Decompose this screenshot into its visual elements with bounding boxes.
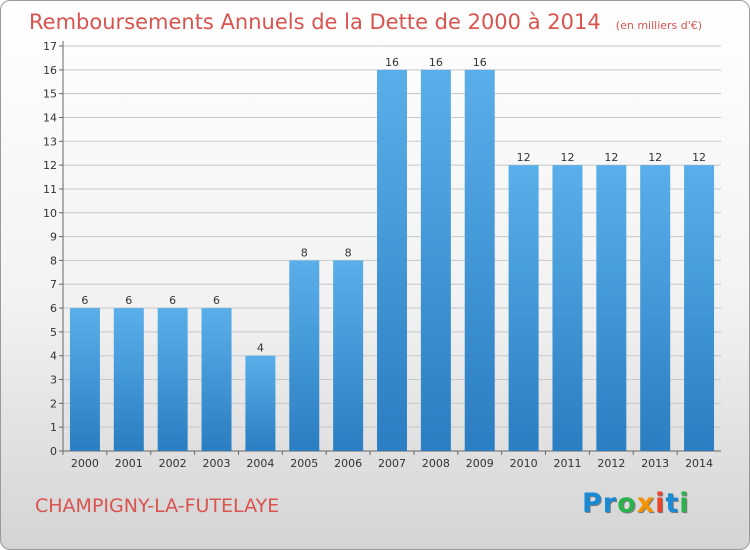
logo-letter: t xyxy=(665,488,680,519)
bar-2002 xyxy=(157,308,188,451)
value-label: 16 xyxy=(429,56,443,69)
x-tick-label: 2006 xyxy=(334,457,362,470)
y-tick-label: 10 xyxy=(43,207,57,220)
y-tick-label: 9 xyxy=(50,231,57,244)
value-label: 12 xyxy=(560,151,574,164)
logo-letter: i xyxy=(655,488,666,519)
bar-2011 xyxy=(552,165,583,451)
y-tick-label: 1 xyxy=(50,421,57,434)
y-tick-label: 15 xyxy=(43,88,57,101)
value-label: 8 xyxy=(301,246,308,259)
value-label: 12 xyxy=(648,151,662,164)
value-label: 12 xyxy=(692,151,706,164)
bar-2012 xyxy=(596,165,627,451)
y-tick-label: 7 xyxy=(50,278,57,291)
bar-2001 xyxy=(113,308,144,451)
value-label: 16 xyxy=(385,56,399,69)
x-tick-label: 2001 xyxy=(115,457,143,470)
y-tick-label: 8 xyxy=(50,254,57,267)
x-tick-label: 2008 xyxy=(422,457,450,470)
proxiti-logo: Proxiti xyxy=(582,488,690,519)
bar-2014 xyxy=(684,165,715,451)
y-tick-label: 14 xyxy=(43,111,57,124)
logo-letter: i xyxy=(679,488,690,519)
x-tick-label: 2009 xyxy=(466,457,494,470)
x-tick-label: 2007 xyxy=(378,457,406,470)
value-labels: 6 6 6 6 4 8 8 16 16 16 12 12 12 12 12 xyxy=(81,56,706,355)
bar-2007 xyxy=(377,69,407,451)
x-tick-label: 2004 xyxy=(246,457,274,470)
x-tick-label: 2003 xyxy=(203,457,231,470)
bar-2006 xyxy=(333,260,364,451)
logo-letter: P xyxy=(582,488,603,519)
value-label: 8 xyxy=(345,246,352,259)
logo-letter: o xyxy=(617,488,637,519)
y-tick-label: 3 xyxy=(50,374,57,387)
bars xyxy=(69,69,715,451)
chart-title: Remboursements Annuels de la Dette de 20… xyxy=(29,10,702,34)
y-tick-label: 6 xyxy=(50,302,57,315)
value-label: 6 xyxy=(81,294,88,307)
bar-2003 xyxy=(201,308,232,451)
bar-2013 xyxy=(640,165,671,451)
x-tick-label: 2002 xyxy=(159,457,187,470)
bar-2009 xyxy=(464,69,495,451)
value-label: 16 xyxy=(473,56,487,69)
value-label: 6 xyxy=(213,294,220,307)
bar-2005 xyxy=(289,260,320,451)
bar-2010 xyxy=(508,165,539,451)
x-tick-label: 2005 xyxy=(290,457,318,470)
y-tick-label: 16 xyxy=(43,64,57,77)
x-tick-label: 2014 xyxy=(685,457,713,470)
y-tick-label: 4 xyxy=(50,350,57,363)
bar-2008 xyxy=(420,69,451,451)
x-tick-label: 2012 xyxy=(597,457,625,470)
value-label: 12 xyxy=(517,151,531,164)
value-label: 4 xyxy=(257,342,264,355)
logo-letter: x xyxy=(636,488,656,519)
y-tick-label: 0 xyxy=(50,445,57,458)
y-tick-label: 2 xyxy=(50,397,57,410)
x-tick-label: 2010 xyxy=(510,457,538,470)
chart-title-text: Remboursements Annuels de la Dette de 20… xyxy=(29,10,601,34)
bar-2000 xyxy=(69,308,100,451)
value-label: 12 xyxy=(604,151,618,164)
logo-letter: r xyxy=(602,488,618,519)
y-tick-label: 5 xyxy=(50,326,57,339)
value-label: 6 xyxy=(169,294,176,307)
y-tick-label: 11 xyxy=(43,183,57,196)
bar-2004 xyxy=(245,355,276,451)
chart-unit-text: (en milliers d'€) xyxy=(616,19,702,32)
y-tick-label: 13 xyxy=(43,135,57,148)
x-tick-label: 2000 xyxy=(71,457,99,470)
y-tick-label: 17 xyxy=(43,40,57,53)
commune-name: CHAMPIGNY-LA-FUTELAYE xyxy=(35,495,280,517)
y-tick-label: 12 xyxy=(43,159,57,172)
value-label: 6 xyxy=(125,294,132,307)
x-tick-label: 2011 xyxy=(553,457,581,470)
x-tick-label: 2013 xyxy=(641,457,669,470)
